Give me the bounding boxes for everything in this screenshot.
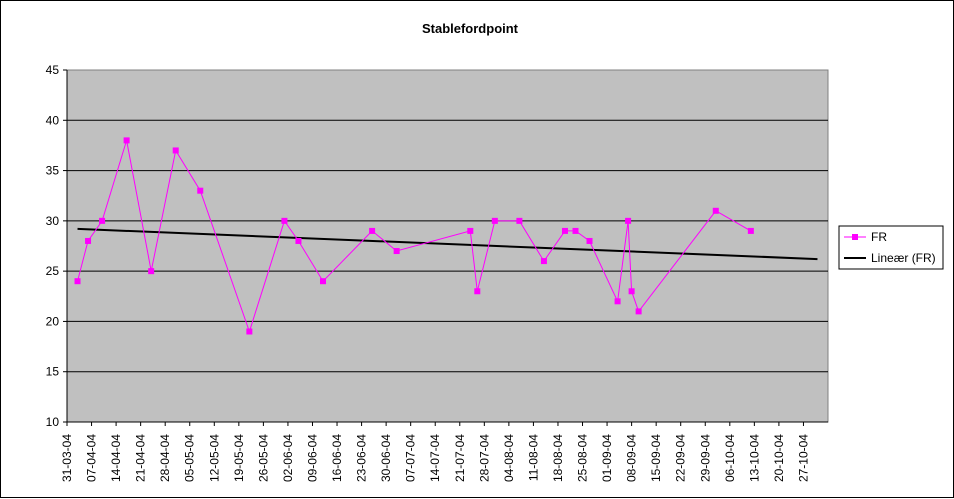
series-fr-point — [246, 328, 253, 335]
series-fr-point — [295, 237, 302, 244]
plot-area — [66, 69, 829, 423]
x-tick-label: 28-04-04 — [158, 434, 172, 482]
series-fr-point — [369, 227, 376, 234]
trendline-layer — [77, 227, 818, 261]
y-tick-label: 15 — [46, 365, 60, 379]
x-tick-label: 31-03-04 — [60, 434, 74, 482]
series-fr-point — [320, 278, 327, 285]
x-tick-label: 09-06-04 — [305, 434, 319, 482]
series-fr-point — [540, 258, 547, 265]
x-tick-label: 20-10-04 — [772, 434, 786, 482]
x-tick-label: 29-09-04 — [698, 434, 712, 482]
x-tick-label: 21-07-04 — [453, 434, 467, 482]
y-tick-label: 20 — [46, 314, 60, 328]
y-tick-label: 40 — [46, 113, 60, 127]
y-axis: 10 15 20 25 30 35 40 45 — [46, 63, 68, 429]
series-fr-point — [123, 137, 130, 144]
series-fr-point — [99, 217, 106, 224]
series-fr-point — [467, 227, 474, 234]
series-fr-point — [747, 227, 754, 234]
y-tick-label: 45 — [46, 63, 60, 77]
x-axis: 31-03-04 07-04-04 14-04-04 21-04-04 28-04-04… — [60, 421, 828, 482]
series-fr-point — [625, 217, 632, 224]
series-fr-point — [474, 288, 481, 295]
x-tick-label: 07-07-04 — [404, 434, 418, 482]
x-tick-label: 19-05-04 — [232, 434, 246, 482]
x-tick-label: 23-06-04 — [355, 434, 369, 482]
series-fr-point — [74, 278, 81, 285]
x-tick-label: 30-06-04 — [379, 434, 393, 482]
x-tick-label: 16-06-04 — [330, 434, 344, 482]
series-fr-point — [491, 217, 498, 224]
series-fr-point — [614, 298, 621, 305]
x-tick-label: 11-08-04 — [526, 434, 540, 481]
series-fr-point — [85, 237, 92, 244]
y-tick-label: 25 — [46, 264, 60, 278]
series-fr-point — [586, 237, 593, 244]
x-tick-label: 22-09-04 — [674, 434, 688, 482]
series-fr-point — [628, 288, 635, 295]
x-tick-label: 08-09-04 — [625, 434, 639, 482]
series-fr-point — [561, 227, 568, 234]
legend-box — [838, 225, 944, 270]
x-tick-label: 26-05-04 — [256, 434, 270, 482]
x-tick-label: 12-05-04 — [207, 434, 221, 482]
series-fr-point — [197, 187, 204, 194]
y-tick-label: 10 — [46, 415, 60, 429]
series-fr-point — [172, 147, 179, 154]
x-tick-label: 28-07-04 — [477, 434, 491, 482]
legend-fr-label: FR — [871, 230, 887, 244]
series-layer — [74, 137, 754, 335]
grid-lines — [67, 119, 828, 373]
series-fr-point — [516, 217, 523, 224]
x-tick-label: 01-09-04 — [600, 434, 614, 482]
x-tick-label: 14-07-04 — [428, 434, 442, 482]
series-fr-point — [572, 227, 579, 234]
x-tick-label: 25-08-04 — [576, 434, 590, 482]
chart-title: Stablefordpoint — [422, 21, 519, 36]
series-fr-point — [635, 308, 642, 315]
series-fr-point — [393, 248, 400, 255]
x-tick-label: 14-04-04 — [109, 434, 123, 482]
x-tick-label: 02-06-04 — [281, 434, 295, 482]
x-tick-label: 21-04-04 — [134, 434, 148, 482]
x-tick-label: 27-10-04 — [796, 434, 810, 482]
x-tick-label: 07-04-04 — [85, 434, 99, 482]
series-fr-point — [148, 268, 155, 275]
x-tick-label: 18-08-04 — [551, 434, 565, 482]
y-tick-label: 35 — [46, 164, 60, 178]
x-tick-label: 06-10-04 — [723, 434, 737, 482]
series-fr-point — [281, 217, 288, 224]
legend-trend-label: Lineær (FR) — [871, 251, 936, 265]
x-tick-label: 04-08-04 — [502, 434, 516, 482]
trendline — [77, 227, 818, 261]
legend-fr-marker — [852, 234, 858, 240]
x-tick-label: 05-05-04 — [183, 434, 197, 482]
series-fr-point — [712, 207, 719, 214]
y-tick-label: 30 — [46, 214, 60, 228]
x-tick-label: 15-09-04 — [649, 434, 663, 482]
legend: FR Lineær (FR) — [838, 225, 944, 270]
x-tick-label: 13-10-04 — [747, 434, 761, 482]
